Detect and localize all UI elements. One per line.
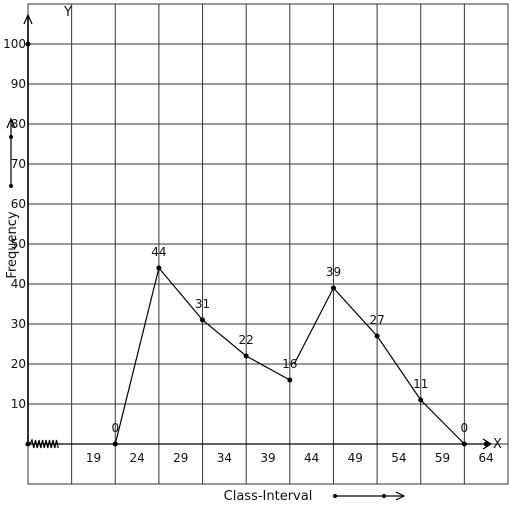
- y-tick-label: 100: [3, 37, 26, 51]
- x-axis-arrow: [482, 438, 493, 450]
- vertical-arrow-dot: [9, 135, 13, 139]
- y-tick-label: 30: [11, 317, 26, 331]
- x-axis-letter: X: [493, 437, 502, 452]
- y-tick-label: 40: [11, 277, 26, 291]
- x-tick-label: 34: [217, 451, 232, 465]
- data-label: 31: [195, 297, 210, 311]
- y-axis-title: Frequency: [5, 211, 20, 278]
- axis-titles: Class-Interval Frequency X Y: [5, 5, 502, 504]
- x-tick-label: 19: [86, 451, 101, 465]
- data-labels: 0 44 31 22 16 39 27 11 0: [111, 245, 468, 435]
- y-tick-label: 50: [11, 237, 26, 251]
- data-point: [461, 441, 467, 447]
- y-axis-arrow: [23, 13, 33, 25]
- y-tick-label: 60: [11, 197, 26, 211]
- data-label: 11: [413, 377, 428, 391]
- x-tick-label: 59: [435, 451, 450, 465]
- x-tick-label: 64: [479, 451, 494, 465]
- axes: [23, 13, 493, 450]
- vertical-arrow-dot: [9, 184, 13, 188]
- horizontal-arrow-head: [395, 491, 406, 501]
- horizontal-arrow-dot: [382, 494, 386, 498]
- tick-labels: 19 24 29 34 39 44 49 54 59 6410203040506070809010…: [3, 37, 494, 465]
- data-point: [200, 317, 206, 323]
- data-label: 27: [369, 313, 384, 327]
- x-tick-label: 39: [260, 451, 275, 465]
- data-label: 44: [151, 245, 166, 259]
- data-points: [25, 41, 489, 447]
- x-axis-title: Class-Interval: [224, 489, 313, 504]
- data-label: 0: [111, 421, 119, 435]
- grid: [27, 3, 509, 485]
- axis-point: [483, 441, 489, 447]
- data-label: 16: [282, 357, 297, 371]
- x-tick-label: 44: [304, 451, 319, 465]
- x-tick-label: 54: [391, 451, 406, 465]
- direction-arrows: [6, 117, 406, 501]
- horizontal-arrow-dot: [333, 494, 337, 498]
- y-tick-label: 10: [11, 397, 26, 411]
- vertical-arrow-head: [6, 117, 16, 129]
- data-point: [418, 397, 424, 403]
- y-tick-label: 90: [11, 77, 26, 91]
- data-label: 22: [239, 333, 254, 347]
- data-point: [156, 265, 162, 271]
- axis-point: [25, 41, 31, 47]
- data-point: [374, 333, 380, 339]
- data-label: 0: [461, 421, 469, 435]
- x-axis-break: [29, 438, 59, 449]
- origin-point: [25, 441, 31, 447]
- data-point: [330, 285, 336, 291]
- frequency-polygon-segment: [293, 286, 465, 445]
- y-tick-label: 70: [11, 157, 26, 171]
- y-axis-letter: Y: [63, 5, 72, 20]
- data-label: 39: [326, 265, 341, 279]
- y-tick-label: 20: [11, 357, 26, 371]
- data-point: [243, 353, 249, 359]
- x-tick-label: 24: [129, 451, 144, 465]
- x-tick-label: 29: [173, 451, 188, 465]
- data-point: [112, 441, 118, 447]
- x-tick-label: 49: [348, 451, 363, 465]
- data-point: [287, 377, 293, 383]
